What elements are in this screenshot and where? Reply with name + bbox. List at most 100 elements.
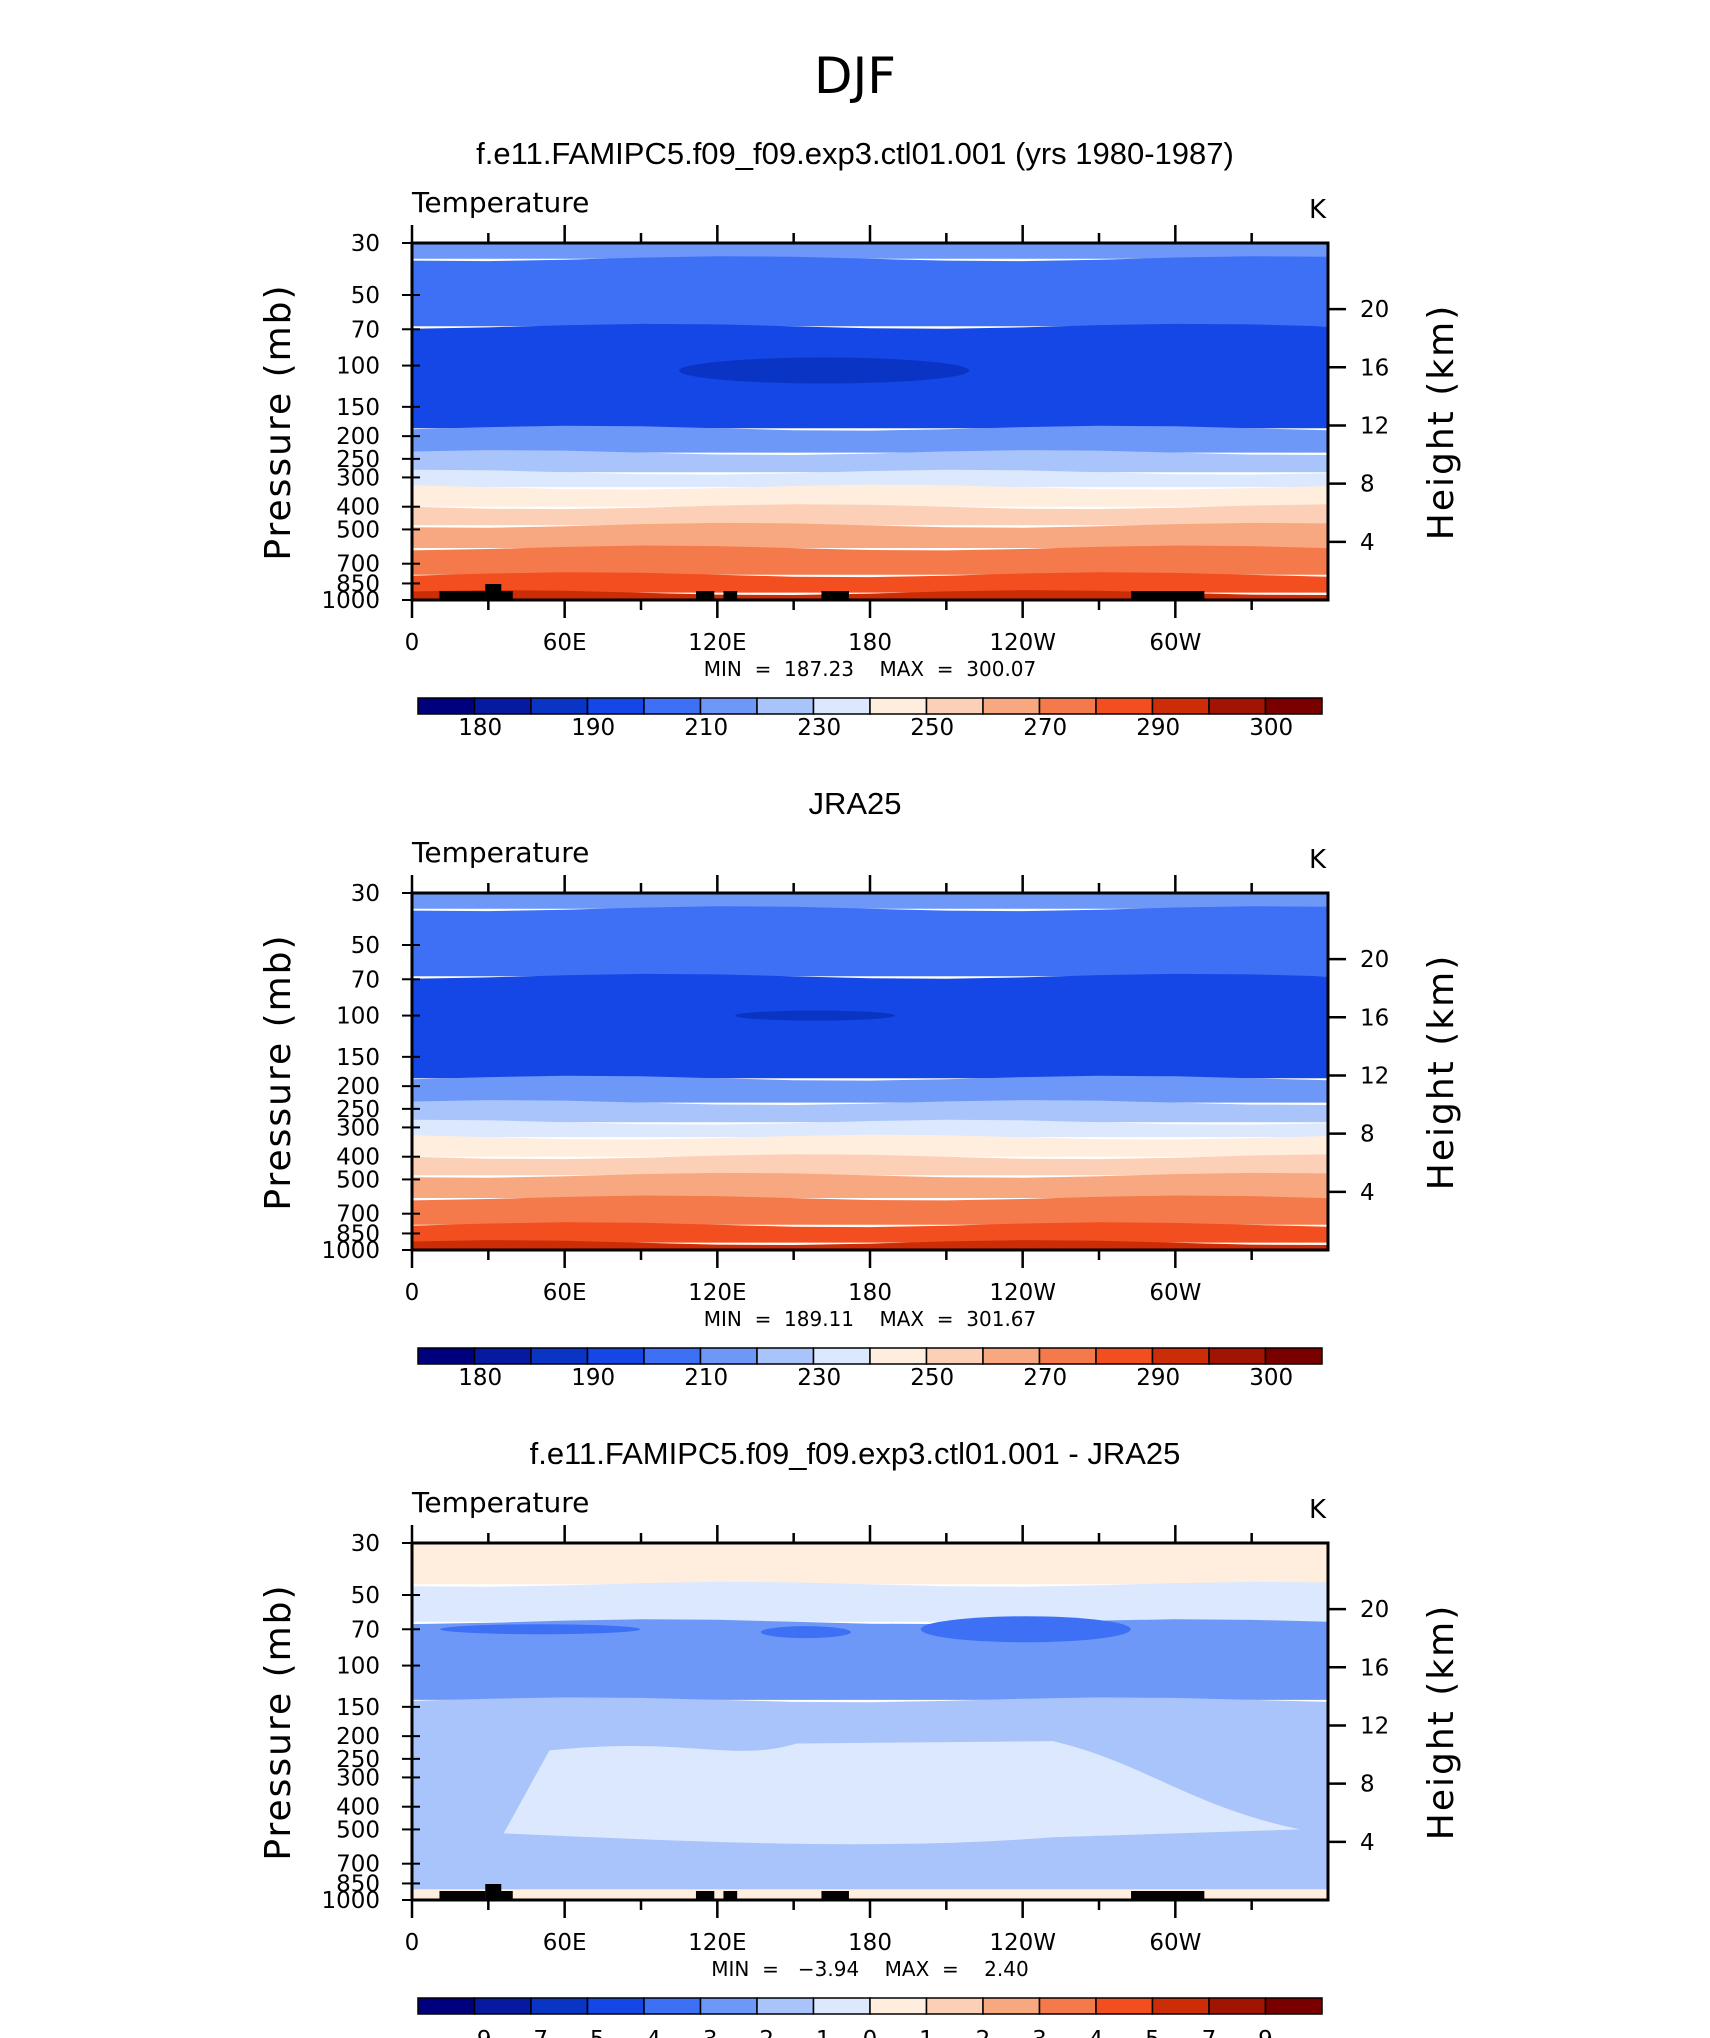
- contour-band: [412, 522, 1328, 548]
- colorbar-swatch: [1264, 1997, 1323, 2015]
- left-string: Temperature: [411, 1486, 589, 1519]
- y-tick-label: 150: [336, 1695, 380, 1721]
- colorbar-label: 1: [919, 2027, 934, 2038]
- colorbar-label: 250: [910, 715, 954, 741]
- y-axis-label: Pressure (mb): [258, 283, 299, 560]
- cold-core: [735, 1010, 896, 1021]
- colorbar-label: 300: [1249, 715, 1293, 741]
- colorbar-label: −1: [797, 2027, 831, 2038]
- y-tick-label: 50: [351, 1583, 380, 1609]
- colorbar-swatch: [982, 1347, 1041, 1365]
- x-tick-label: 60E: [543, 1930, 587, 1956]
- colorbar-label: −3: [684, 2027, 718, 2038]
- topography: [821, 591, 849, 600]
- left-string: Temperature: [411, 186, 589, 219]
- colorbar-swatch: [1095, 1997, 1154, 2015]
- contour-band: [412, 1154, 1328, 1176]
- contour-band: [412, 256, 1328, 327]
- x-tick-label: 0: [405, 630, 420, 656]
- x-tick-label: 180: [848, 630, 892, 656]
- topography: [695, 591, 715, 600]
- right-string: K: [1309, 1495, 1327, 1525]
- y-tick-label: 1000: [321, 1888, 380, 1914]
- panel-title: f.e11.FAMIPC5.f09_f09.exp3.ctl01.001 - J…: [530, 1436, 1181, 1471]
- colorbar-label: 290: [1136, 1365, 1180, 1391]
- topography: [695, 1891, 715, 1900]
- y-tick-label: 500: [336, 1817, 380, 1843]
- y-tick-label: 30: [351, 881, 380, 907]
- cold-anomaly: [440, 1624, 641, 1635]
- y-tick-label: 200: [336, 1724, 380, 1750]
- y-axis-label: Pressure (mb): [258, 1583, 299, 1860]
- x-tick-label: 60W: [1149, 630, 1201, 656]
- x-tick-label: 120E: [688, 1280, 746, 1306]
- topography: [485, 584, 502, 600]
- contour-band: [412, 469, 1328, 488]
- colorbar-label: −7: [514, 2027, 548, 2038]
- topography: [1131, 591, 1205, 600]
- y-tick-label: 250: [336, 1747, 380, 1773]
- contour-band: [412, 425, 1328, 453]
- colorbar-swatch: [1095, 1347, 1154, 1365]
- x-tick-label: 60E: [543, 1280, 587, 1306]
- y2-tick-label: 4: [1360, 1180, 1375, 1206]
- topography: [821, 1891, 849, 1900]
- x-tick-label: 120W: [989, 1930, 1056, 1956]
- y-tick-label: 200: [336, 424, 380, 450]
- colorbar-label: −2: [740, 2027, 774, 2038]
- y2-tick-label: 12: [1360, 1713, 1389, 1739]
- colorbar-label: 290: [1136, 715, 1180, 741]
- colorbar-label: −5: [571, 2027, 605, 2038]
- x-tick-label: 120W: [989, 1280, 1056, 1306]
- colorbar-swatch: [1208, 697, 1267, 715]
- colorbar-label: 2: [976, 2027, 991, 2038]
- colorbar-swatch: [1095, 697, 1154, 715]
- colorbar-label: 210: [684, 1365, 728, 1391]
- y-tick-label: 1000: [321, 1238, 380, 1264]
- colorbar-label: 270: [1023, 1365, 1067, 1391]
- x-tick-label: 60W: [1149, 1280, 1201, 1306]
- y-tick-label: 300: [336, 1765, 380, 1791]
- right-string: K: [1309, 195, 1327, 225]
- y-tick-label: 400: [336, 1145, 380, 1171]
- colorbar-swatch: [869, 1347, 928, 1365]
- y-tick-label: 250: [336, 447, 380, 473]
- colorbar-swatch: [1208, 1347, 1267, 1365]
- topography: [439, 1891, 486, 1900]
- colorbar-label: 210: [684, 715, 728, 741]
- colorbar-swatch: [1151, 1997, 1210, 2015]
- colorbar-swatch: [1038, 1347, 1097, 1365]
- y2-axis-label: Height (km): [1421, 954, 1462, 1190]
- contour-band: [412, 1172, 1328, 1198]
- y-tick-label: 400: [336, 495, 380, 521]
- colorbar-swatch: [756, 1997, 815, 2015]
- colorbar-label: −9: [458, 2027, 492, 2038]
- y-tick-label: 850: [336, 1221, 380, 1247]
- y-tick-label: 100: [336, 354, 380, 380]
- y-tick-label: 300: [336, 465, 380, 491]
- panel-title: f.e11.FAMIPC5.f09_f09.exp3.ctl01.001 (yr…: [476, 136, 1234, 171]
- colorbar-swatch: [869, 697, 928, 715]
- contour-band: [412, 243, 1328, 259]
- y-tick-label: 1000: [321, 588, 380, 614]
- colorbar-swatch: [530, 1997, 589, 2015]
- y2-tick-label: 12: [1360, 1063, 1389, 1089]
- y2-tick-label: 20: [1360, 297, 1389, 323]
- colorbar-swatch: [417, 1997, 476, 2015]
- colorbar-swatch: [530, 697, 589, 715]
- colorbar-swatch: [1038, 1997, 1097, 2015]
- x-tick-label: 0: [405, 1280, 420, 1306]
- y-tick-label: 50: [351, 283, 380, 309]
- panel-title: JRA25: [808, 786, 901, 821]
- contour-band: [412, 484, 1328, 507]
- colorbar-swatch: [643, 1347, 702, 1365]
- colorbar-swatch: [473, 1997, 532, 2015]
- topography: [439, 591, 486, 600]
- contour-band: [412, 590, 1328, 600]
- y2-tick-label: 16: [1360, 355, 1389, 381]
- contour-band: [412, 1222, 1328, 1243]
- colorbar-swatch: [699, 1347, 758, 1365]
- colorbar-swatch: [982, 1997, 1041, 2015]
- x-tick-label: 0: [405, 1930, 420, 1956]
